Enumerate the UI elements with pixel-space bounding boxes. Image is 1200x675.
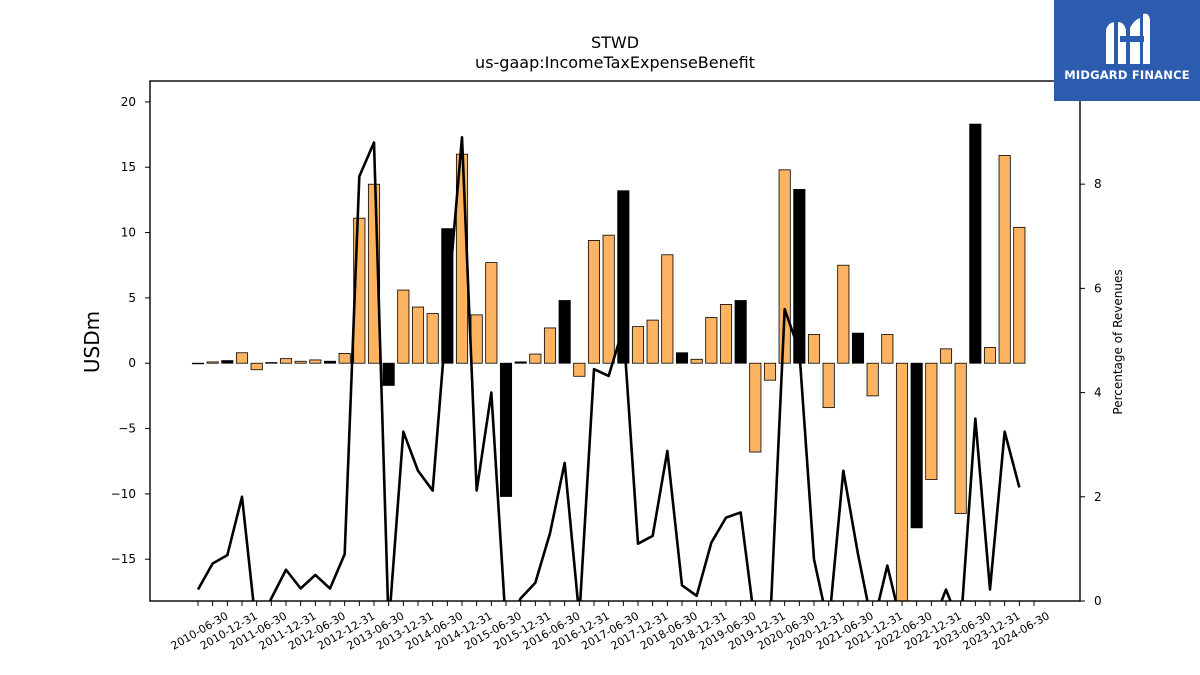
bar bbox=[397, 289, 410, 364]
bar bbox=[807, 334, 821, 364]
bar bbox=[646, 319, 659, 364]
bar bbox=[719, 304, 733, 364]
bar bbox=[939, 348, 953, 364]
bar bbox=[573, 362, 586, 377]
midgard-logo-icon bbox=[1106, 13, 1150, 65]
bar bbox=[309, 359, 322, 364]
bar bbox=[998, 155, 1011, 364]
bar bbox=[279, 358, 293, 364]
bar bbox=[690, 358, 703, 364]
y2-tick-label: 2 bbox=[1094, 490, 1102, 504]
bar bbox=[470, 314, 483, 364]
y-tick-label: 5 bbox=[128, 291, 136, 305]
bar bbox=[426, 313, 439, 364]
bar bbox=[675, 352, 689, 364]
bar bbox=[925, 362, 938, 480]
y-tick-label: 15 bbox=[121, 160, 136, 174]
bar bbox=[1013, 226, 1026, 364]
bar bbox=[734, 300, 747, 364]
bar bbox=[822, 362, 835, 409]
y-tick-label: −10 bbox=[111, 487, 136, 501]
bar bbox=[382, 362, 395, 386]
bar bbox=[191, 362, 205, 365]
line-layer bbox=[196, 135, 1021, 601]
y2-axis-label: Percentage of Revenues bbox=[1111, 269, 1125, 414]
bar bbox=[558, 300, 571, 364]
bar bbox=[631, 326, 645, 364]
bar bbox=[514, 361, 527, 364]
y2-tick-label: 0 bbox=[1094, 594, 1102, 608]
bar bbox=[763, 362, 777, 381]
chart-title: STWD bbox=[591, 33, 639, 52]
y-tick-label: 0 bbox=[128, 356, 136, 370]
bar bbox=[837, 264, 850, 364]
bars-layer bbox=[191, 123, 1026, 602]
chart-subtitle: us-gaap:IncomeTaxExpenseBenefit bbox=[475, 53, 755, 72]
bar bbox=[543, 327, 557, 364]
bar bbox=[206, 361, 219, 364]
y2-tick-label: 8 bbox=[1094, 177, 1102, 191]
bar bbox=[954, 362, 967, 514]
percentage-line bbox=[196, 135, 1021, 601]
bar bbox=[338, 353, 351, 364]
brand-logo: MIDGARD FINANCE bbox=[1054, 0, 1200, 101]
bar bbox=[587, 239, 601, 364]
bar bbox=[881, 334, 894, 364]
bar bbox=[749, 362, 762, 453]
bar bbox=[235, 352, 249, 364]
y-tick-label: 10 bbox=[121, 226, 136, 240]
bar bbox=[969, 123, 982, 364]
bar bbox=[910, 362, 923, 529]
y-tick-label: −5 bbox=[118, 422, 136, 436]
bar bbox=[617, 190, 630, 364]
brand-name: MIDGARD FINANCE bbox=[1064, 68, 1190, 82]
y2-tick-label: 4 bbox=[1094, 386, 1102, 400]
bar bbox=[499, 362, 513, 497]
bar bbox=[661, 254, 674, 364]
bar bbox=[851, 332, 865, 364]
y2-tick-label: 6 bbox=[1094, 281, 1102, 295]
bar bbox=[705, 317, 718, 364]
bar bbox=[485, 262, 498, 364]
y-tick-label: 20 bbox=[121, 95, 136, 109]
bar bbox=[529, 353, 542, 364]
bar bbox=[866, 362, 879, 397]
bar bbox=[602, 234, 615, 364]
bar bbox=[895, 362, 909, 602]
y-tick-label: −15 bbox=[111, 552, 136, 566]
bar bbox=[265, 362, 278, 364]
bar bbox=[250, 362, 263, 371]
bar bbox=[778, 169, 791, 364]
bar bbox=[323, 360, 337, 364]
plot-frame bbox=[149, 80, 1081, 602]
bar bbox=[411, 306, 425, 364]
bar bbox=[294, 360, 307, 364]
bar bbox=[221, 360, 234, 364]
y-axis-label: USDm bbox=[80, 311, 104, 373]
bar bbox=[983, 347, 997, 364]
